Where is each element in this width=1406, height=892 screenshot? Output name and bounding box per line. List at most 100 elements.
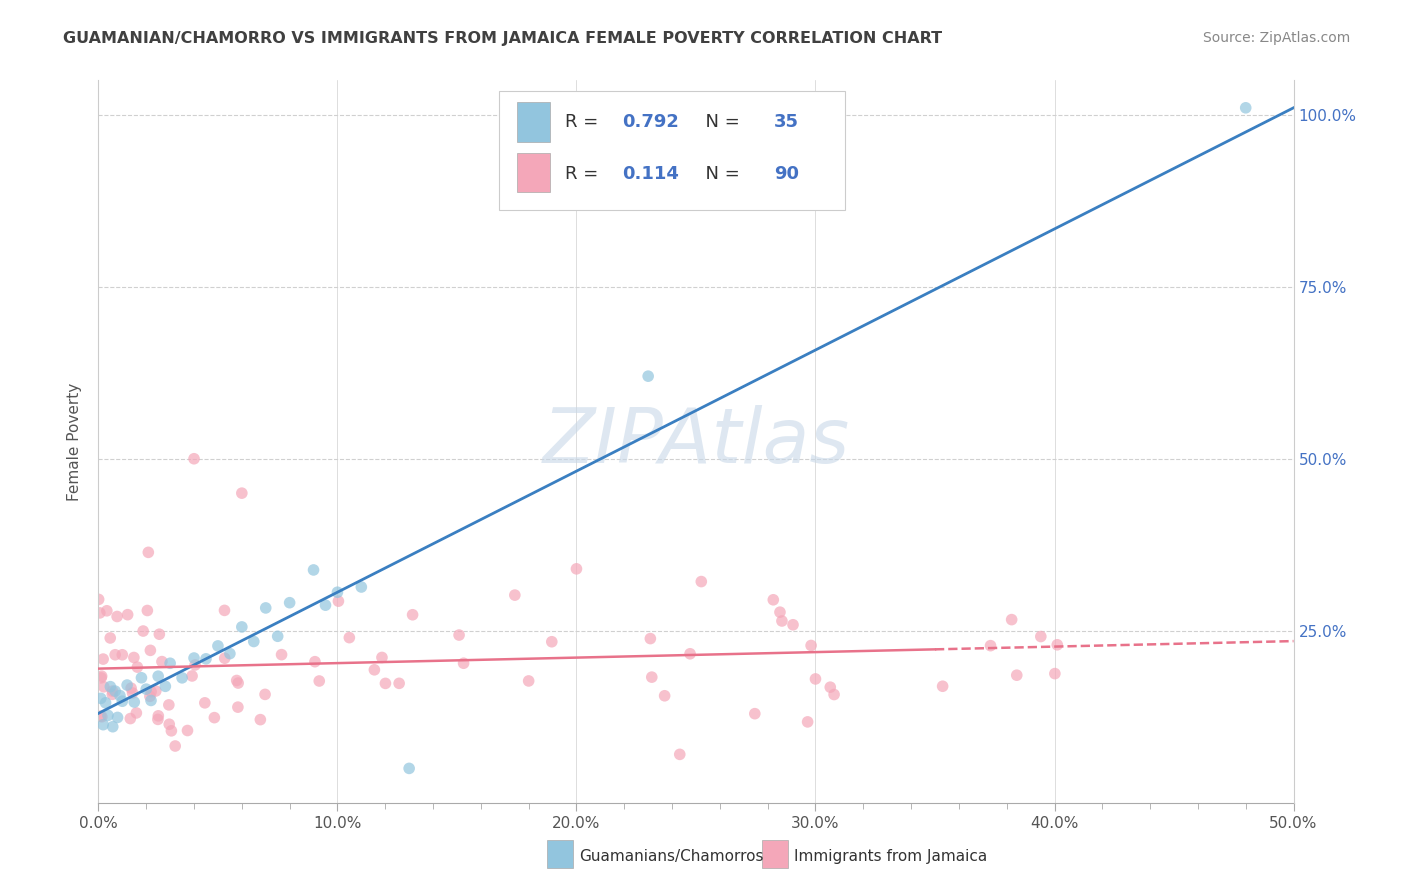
Point [125, 706, 148, 720]
Point [1029, 630, 1052, 644]
Point [183, 651, 205, 665]
Point [160, 723, 183, 738]
Y-axis label: Female Poverty: Female Poverty [67, 383, 83, 500]
Point [231, 486, 253, 500]
Point [1005, 668, 1028, 682]
Text: Immigrants from Jamaica: Immigrants from Jamaica [794, 849, 987, 864]
Point [98, 631, 121, 645]
Point [207, 639, 229, 653]
Text: 0.114: 0.114 [621, 165, 679, 183]
Point [89, 709, 111, 723]
Point [278, 596, 301, 610]
Point [121, 686, 143, 700]
Point [172, 671, 194, 685]
Point [328, 594, 350, 608]
Point [176, 723, 198, 738]
Point [195, 652, 218, 666]
Point [249, 713, 271, 727]
Text: GUAMANIAN/CHAMORRO VS IMMIGRANTS FROM JAMAICA FEMALE POVERTY CORRELATION CHART: GUAMANIAN/CHAMORRO VS IMMIGRANTS FROM JA… [63, 31, 942, 46]
Point [98, 680, 122, 694]
Point [804, 672, 827, 686]
Point [796, 714, 818, 729]
Point [453, 657, 475, 671]
Point [1046, 638, 1069, 652]
Point [231, 620, 253, 634]
Point [181, 669, 204, 683]
Point [540, 634, 562, 648]
Point [117, 607, 139, 622]
Point [449, 628, 471, 642]
Point [108, 689, 131, 703]
Point [304, 655, 326, 669]
Point [93, 680, 115, 694]
Point [374, 676, 396, 690]
Point [90, 710, 112, 724]
Point [105, 609, 128, 624]
Point [654, 689, 676, 703]
Point [350, 580, 373, 594]
Point [769, 605, 792, 619]
Point [101, 684, 124, 698]
Point [159, 657, 181, 671]
Point [131, 671, 153, 685]
Point [820, 680, 842, 694]
Point [122, 650, 145, 665]
Point [800, 639, 823, 653]
Point [401, 607, 423, 622]
Point [148, 627, 170, 641]
Point [157, 717, 180, 731]
FancyBboxPatch shape [499, 91, 845, 211]
Point [388, 676, 411, 690]
Point [302, 563, 325, 577]
Point [226, 700, 249, 714]
Point [120, 681, 142, 695]
FancyBboxPatch shape [547, 840, 572, 868]
Point [101, 720, 124, 734]
Point [87, 592, 110, 607]
Point [148, 669, 170, 683]
Point [254, 601, 277, 615]
Point [136, 545, 159, 559]
Point [202, 711, 225, 725]
Point [668, 747, 690, 762]
Point [744, 706, 766, 721]
Point [194, 696, 217, 710]
Point [127, 660, 149, 674]
Point [157, 698, 180, 712]
Point [89, 606, 111, 620]
Point [90, 671, 112, 685]
FancyBboxPatch shape [517, 102, 550, 142]
Point [111, 694, 134, 708]
Point [219, 647, 242, 661]
Point [150, 655, 173, 669]
Point [148, 709, 170, 723]
FancyBboxPatch shape [762, 840, 787, 868]
Point [931, 679, 953, 693]
Point [326, 585, 349, 599]
Text: ZIPAtlas: ZIPAtlas [543, 405, 849, 478]
Point [139, 693, 162, 707]
Point [337, 631, 360, 645]
Point [398, 761, 420, 775]
Point [254, 687, 277, 701]
Point [135, 682, 157, 697]
Point [980, 639, 1002, 653]
Point [96, 604, 118, 618]
Point [637, 369, 659, 384]
Point [1043, 666, 1066, 681]
Point [139, 690, 162, 704]
Point [132, 624, 155, 638]
Point [308, 673, 330, 688]
Text: 0.792: 0.792 [621, 113, 679, 131]
Point [267, 629, 290, 643]
Text: 35: 35 [773, 113, 799, 131]
Point [107, 710, 129, 724]
Point [503, 588, 526, 602]
Point [770, 614, 793, 628]
Point [640, 632, 662, 646]
Point [1234, 101, 1257, 115]
Text: N =: N = [693, 165, 745, 183]
Point [315, 598, 337, 612]
Point [139, 643, 162, 657]
Point [120, 712, 142, 726]
